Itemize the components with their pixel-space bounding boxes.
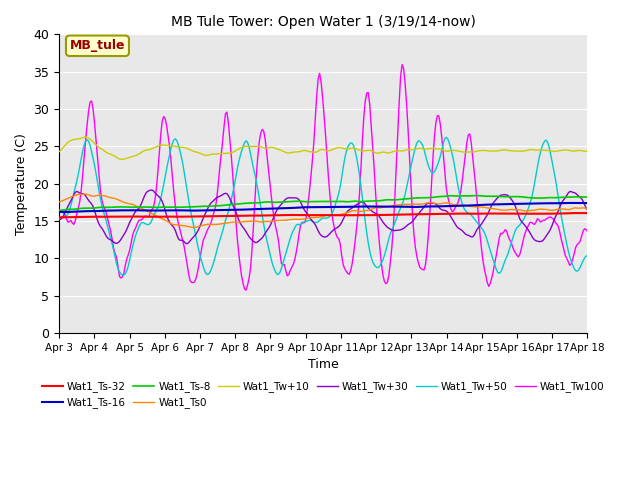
X-axis label: Time: Time (308, 359, 339, 372)
Y-axis label: Temperature (C): Temperature (C) (15, 133, 28, 235)
Title: MB Tule Tower: Open Water 1 (3/19/14-now): MB Tule Tower: Open Water 1 (3/19/14-now… (171, 15, 476, 29)
Legend: Wat1_Ts-32, Wat1_Ts-16, Wat1_Ts-8, Wat1_Ts0, Wat1_Tw+10, Wat1_Tw+30, Wat1_Tw+50,: Wat1_Ts-32, Wat1_Ts-16, Wat1_Ts-8, Wat1_… (38, 377, 609, 413)
Text: MB_tule: MB_tule (70, 39, 125, 52)
